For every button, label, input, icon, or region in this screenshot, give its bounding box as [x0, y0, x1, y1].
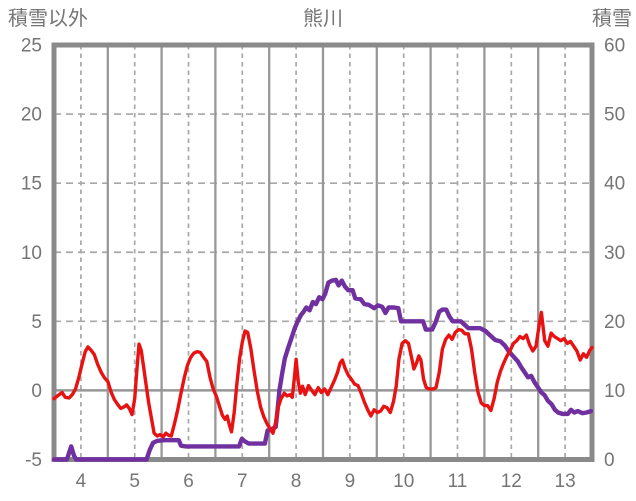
series-red-non-snow-line	[52, 310, 594, 439]
left-axis-tick-label: 25	[21, 36, 42, 57]
x-axis-tick-label: 8	[291, 471, 302, 492]
left-axis-tick-label: 0	[31, 381, 42, 402]
right-axis-title: 積雪	[592, 8, 632, 30]
left-axis-tick-label: -5	[25, 450, 42, 471]
right-axis-tick-label: 20	[604, 312, 625, 333]
x-axis-tick-label: 7	[237, 471, 248, 492]
right-axis-tick-label: 40	[604, 174, 625, 195]
left-axis-tick-label: 20	[21, 105, 42, 126]
right-axis-tick-label: 0	[604, 450, 615, 471]
x-axis-tick-label: 10	[393, 471, 414, 492]
x-axis-tick-label: 5	[129, 471, 140, 492]
plot-border	[51, 42, 595, 462]
right-axis-tick-label: 10	[604, 381, 625, 402]
right-axis-tick-label: 50	[604, 105, 625, 126]
x-axis-tick-label: 13	[555, 471, 576, 492]
left-axis-tick-label: 5	[31, 312, 42, 333]
x-axis-tick-label: 11	[448, 471, 468, 492]
chart-title: 熊川	[303, 8, 343, 30]
x-axis-tick-label: 12	[501, 471, 522, 492]
right-axis-tick-label: 60	[604, 36, 625, 57]
x-axis-tick-label: 9	[345, 471, 356, 492]
series-purple-snow-line	[51, 277, 594, 462]
x-axis-tick-label: 4	[76, 471, 87, 492]
left-axis-tick-label: 15	[21, 174, 42, 195]
right-axis-tick-label: 30	[604, 243, 625, 264]
left-axis-title: 積雪以外	[8, 8, 88, 30]
x-axis-tick-label: 6	[183, 471, 194, 492]
left-axis-tick-label: 10	[21, 243, 42, 264]
